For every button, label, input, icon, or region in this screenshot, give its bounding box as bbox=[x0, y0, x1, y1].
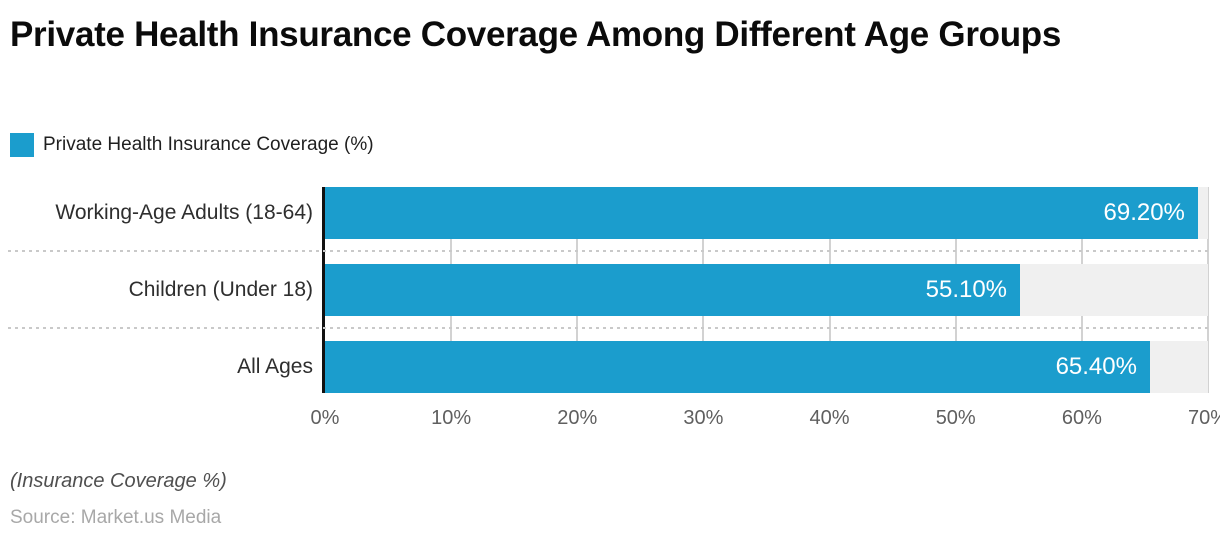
row-separator-line bbox=[8, 327, 1208, 329]
bar: 65.40% bbox=[325, 341, 1150, 393]
bar: 69.20% bbox=[325, 187, 1198, 239]
legend-label: Private Health Insurance Coverage (%) bbox=[43, 134, 374, 155]
bar-row: 55.10% bbox=[325, 264, 1208, 316]
x-axis-tick-label: 70% bbox=[1187, 407, 1220, 429]
x-axis-tick-label: 50% bbox=[935, 407, 976, 429]
legend: Private Health Insurance Coverage (%) bbox=[10, 133, 374, 157]
bar-value-label: 69.20% bbox=[1103, 199, 1185, 226]
bar-value-label: 55.10% bbox=[925, 276, 1008, 303]
x-axis-tick-label: 40% bbox=[809, 407, 850, 429]
axis-note: (Insurance Coverage %) bbox=[10, 470, 227, 492]
bar-row: 69.20% bbox=[325, 187, 1208, 239]
x-axis-tick-label: 0% bbox=[310, 407, 340, 429]
category-label: Children (Under 18) bbox=[128, 278, 313, 301]
bar-value-label: 65.40% bbox=[1055, 353, 1137, 380]
chart-title: Private Health Insurance Coverage Among … bbox=[10, 15, 1062, 54]
category-label: All Ages bbox=[237, 355, 313, 378]
x-axis-tick-label: 10% bbox=[431, 407, 472, 429]
vertical-gridline bbox=[1207, 187, 1209, 393]
y-axis-line bbox=[322, 187, 325, 393]
source-text: Source: Market.us Media bbox=[10, 507, 222, 528]
category-labels: Working-Age Adults (18-64) Children (Unde… bbox=[0, 187, 313, 393]
category-label: Working-Age Adults (18-64) bbox=[55, 201, 313, 224]
x-axis: 0% 10% 20% 30% 40% 50% 60% 70% bbox=[311, 407, 1220, 435]
x-axis-tick-label: 60% bbox=[1061, 407, 1102, 429]
bar-chart: Working-Age Adults (18-64) Children (Unde… bbox=[0, 187, 1220, 393]
bar-row: 65.40% bbox=[325, 341, 1208, 393]
row-separator-line bbox=[8, 250, 1208, 252]
bar: 55.10% bbox=[325, 264, 1021, 316]
legend-swatch-icon bbox=[10, 133, 34, 157]
plot-area: 69.20% 55.10% 65.40% bbox=[325, 187, 1209, 393]
x-axis-tick-label: 30% bbox=[683, 407, 724, 429]
x-axis-tick-label: 20% bbox=[557, 407, 598, 429]
